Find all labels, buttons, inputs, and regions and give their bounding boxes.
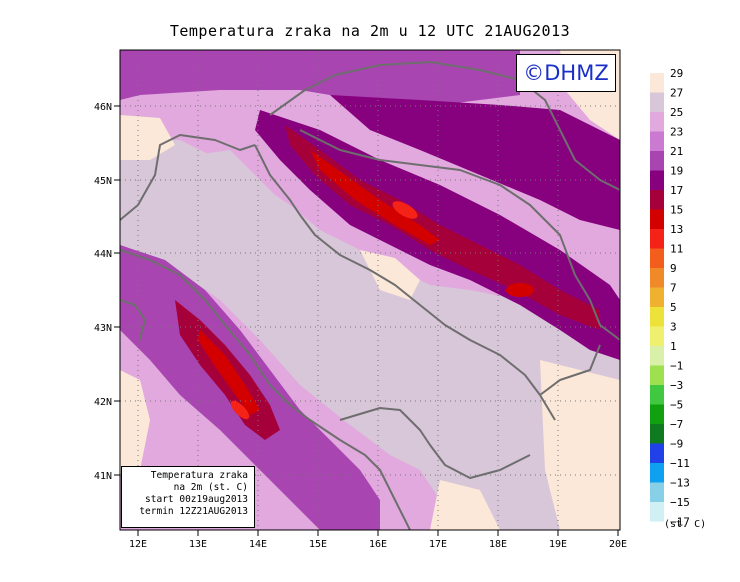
legend-swatch	[650, 521, 664, 541]
legend-label: 3	[670, 321, 677, 334]
adriatic-sea	[140, 150, 540, 450]
legend-label: −7	[670, 418, 683, 431]
legend-label: 13	[670, 223, 683, 236]
legend-swatch	[650, 443, 664, 463]
lon-tick-label: 19E	[549, 539, 567, 550]
lon-tick-label: 16E	[369, 539, 387, 550]
legend-swatch	[650, 385, 664, 405]
legend-label: −15	[670, 496, 690, 509]
lon-tick-label: 20E	[609, 539, 627, 550]
legend-swatch	[650, 92, 664, 112]
cool-patch-6	[430, 480, 500, 530]
info-line-start: start 00z19aug2013	[145, 494, 248, 505]
legend-swatch	[650, 463, 664, 483]
legend-label: 25	[670, 106, 683, 119]
lat-axis: 46N 45N 44N 43N 42N 41N	[94, 102, 120, 482]
band-pannonian	[330, 95, 620, 230]
color-legend: 29 27 25 23 21 19 17 15 13 11 9 7 5 3 1 −1 −3 −5 −7 −9 −11 −1…	[650, 67, 690, 541]
legend-swatch	[650, 482, 664, 502]
hot-core-velebit	[285, 125, 600, 330]
dhmz-copyright-label: ©DHMZ	[516, 54, 616, 92]
lon-axis: 12E 13E 14E 15E 16E 17E 18E 19E 20E	[129, 530, 627, 550]
info-box: Temperatura zraka na 2m (st. C) start 00…	[121, 466, 255, 528]
legend-swatch	[650, 248, 664, 268]
legend-label: 9	[670, 262, 677, 275]
lon-tick-label: 15E	[309, 539, 327, 550]
coastlines	[120, 61, 620, 530]
cool-patch-4	[360, 250, 420, 300]
legend-label: −3	[670, 379, 683, 392]
legend-label: 1	[670, 340, 677, 353]
legend-swatch	[650, 131, 664, 151]
hotspot-2	[198, 330, 260, 415]
legend-label: 29	[670, 67, 683, 80]
cool-patch-3	[120, 115, 175, 160]
legend-label: 27	[670, 87, 683, 100]
map-title: Temperatura zraka na 2m u 12 UTC 21AUG20…	[169, 22, 571, 40]
info-line-unit: na 2m (st. C)	[173, 482, 248, 493]
legend-swatch	[650, 424, 664, 444]
lon-tick-label: 18E	[489, 539, 507, 550]
legend-label: −17	[670, 516, 690, 529]
legend-swatch	[650, 404, 664, 424]
hotspot-3	[392, 201, 418, 219]
legend-label: −13	[670, 477, 690, 490]
legend-label: −9	[670, 438, 683, 451]
info-line-valid: termin 12Z21AUG2013	[139, 506, 248, 517]
legend-label: 19	[670, 165, 683, 178]
hotspot-5	[230, 400, 250, 420]
band-north-alps	[120, 50, 520, 105]
legend-swatch	[650, 307, 664, 327]
legend-swatch	[650, 190, 664, 210]
lat-tick-label: 46N	[94, 102, 112, 113]
legend-label: 5	[670, 301, 677, 314]
legend-label: 15	[670, 204, 683, 217]
legend-swatch	[650, 365, 664, 385]
legend-label: −11	[670, 457, 690, 470]
legend-swatch	[650, 346, 664, 366]
cool-patch-5	[120, 370, 150, 475]
hotspot-1	[310, 150, 440, 245]
legend-label: 11	[670, 243, 683, 256]
legend-label: 23	[670, 126, 683, 139]
legend-label: −5	[670, 399, 683, 412]
legend-swatch	[650, 170, 664, 190]
legend-unit: (st. C)	[664, 519, 707, 530]
lat-tick-label: 44N	[94, 249, 112, 260]
legend-swatch	[650, 73, 664, 93]
cool-patch-2	[540, 360, 620, 530]
legend-label: 21	[670, 145, 683, 158]
lat-tick-label: 42N	[94, 397, 112, 408]
legend-swatch	[650, 151, 664, 171]
legend-label: 17	[670, 184, 683, 197]
legend-swatch	[650, 502, 664, 522]
hotspot-4	[506, 283, 534, 297]
lon-tick-label: 12E	[129, 539, 147, 550]
map-area	[120, 50, 620, 530]
lon-tick-label: 17E	[429, 539, 447, 550]
legend-swatch	[650, 326, 664, 346]
legend-swatch	[650, 268, 664, 288]
legend-swatch	[650, 287, 664, 307]
map-frame	[119, 49, 621, 531]
legend-swatch	[650, 209, 664, 229]
graticule	[120, 50, 620, 530]
lat-tick-label: 43N	[94, 323, 112, 334]
info-line-variable: Temperatura zraka	[150, 470, 248, 481]
lon-tick-label: 14E	[249, 539, 267, 550]
lat-tick-label: 45N	[94, 176, 112, 187]
legend-label: −1	[670, 360, 683, 373]
lon-tick-label: 13E	[189, 539, 207, 550]
legend-swatch	[650, 229, 664, 249]
legend-label: 7	[670, 282, 677, 295]
legend-swatch	[650, 112, 664, 132]
lat-tick-label: 41N	[94, 471, 112, 482]
